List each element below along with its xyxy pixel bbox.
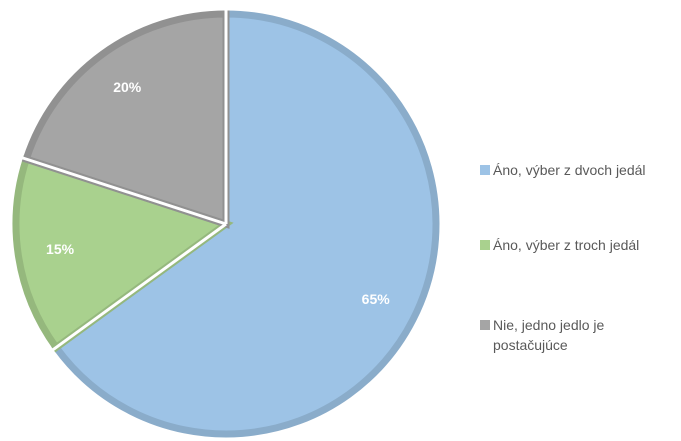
legend-label: Áno, výber z dvoch jedál — [493, 162, 646, 178]
pie-slice — [12, 154, 234, 353]
legend-entry: Nie, jedno jedlo je postačujúce — [480, 315, 680, 355]
legend-swatch — [480, 240, 490, 250]
pie-slice — [21, 10, 230, 229]
legend-label: Nie, jedno jedlo je postačujúce — [493, 317, 605, 353]
data-label: 65% — [362, 291, 391, 307]
slice-separator — [51, 222, 227, 351]
slice-separator — [22, 156, 227, 226]
legend-label: Áno, výber z troch jedál — [493, 237, 640, 253]
legend-swatch — [480, 165, 490, 175]
pie-slice — [51, 10, 440, 438]
data-label: 15% — [46, 241, 75, 257]
legend-swatch — [480, 320, 490, 330]
legend-entry: Áno, výber z dvoch jedál — [480, 160, 680, 180]
legend-entry: Áno, výber z troch jedál — [480, 235, 680, 255]
data-label: 20% — [113, 79, 142, 95]
